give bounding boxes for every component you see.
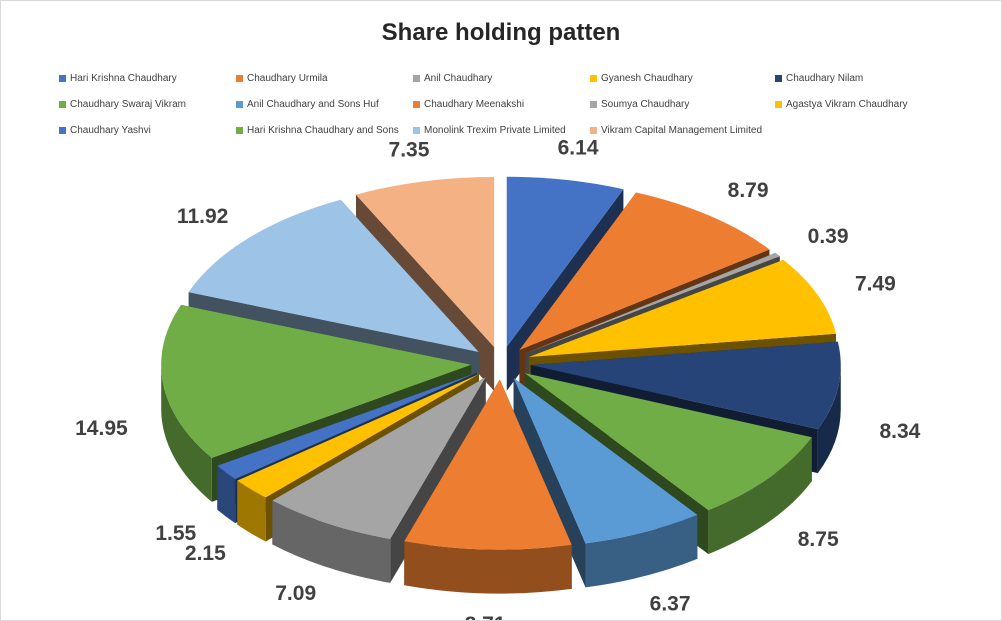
legend-item: Anil Chaudhary and Sons Huf [236, 99, 379, 110]
legend-label: Monolink Trexim Private Limited [424, 125, 566, 136]
slice-side [404, 541, 572, 594]
data-label: 6.14 [558, 137, 599, 160]
data-label: 8.75 [798, 528, 839, 551]
slice-top [530, 341, 841, 430]
data-label: 0.39 [808, 225, 849, 248]
data-label: 7.09 [275, 582, 316, 605]
legend-swatch [59, 101, 66, 108]
slice-top [513, 377, 698, 544]
legend-label: Hari Krishna Chaudhary [70, 73, 177, 84]
legend-label: Anil Chaudhary and Sons Huf [247, 99, 379, 110]
legend-item: Hari Krishna Chaudhary and Sons [236, 125, 399, 136]
slice-side [217, 465, 236, 524]
slice-side [237, 480, 266, 542]
slice-side [585, 514, 698, 588]
slice-top [237, 374, 479, 498]
slice-top [355, 176, 495, 347]
slice-top [519, 192, 770, 350]
legend-swatch [590, 75, 597, 82]
legend-item: Monolink Trexim Private Limited [413, 125, 566, 136]
legend-label: Hari Krishna Chaudhary and Sons [247, 125, 399, 136]
legend-item: Chaudhary Yashvi [59, 125, 151, 136]
data-label: 8.71 [465, 613, 506, 620]
data-label: 8.79 [728, 179, 769, 202]
legend-swatch [236, 101, 243, 108]
legend-swatch [775, 75, 782, 82]
legend-label: Agastya Vikram Chaudhary [786, 99, 908, 110]
data-label: 7.35 [389, 138, 430, 161]
legend-swatch [590, 127, 597, 134]
slice-top [404, 379, 572, 550]
slice-top [528, 259, 837, 357]
data-labels: 6.14 8.79 0.39 7.49 8.34 8.75 6.37 8.71 7.09 2.15… [75, 137, 921, 620]
chart-title: Share holding patten [381, 19, 621, 46]
slice-wall [513, 377, 586, 588]
data-label: 8.34 [879, 420, 920, 443]
slice-top [506, 176, 624, 347]
legend-label: Chaudhary Yashvi [70, 125, 151, 136]
slice-side [161, 364, 212, 502]
data-label: 7.49 [855, 273, 896, 296]
legend-swatch [59, 75, 66, 82]
legend-swatch [413, 101, 420, 108]
slice-side [708, 437, 812, 555]
legend-swatch [413, 75, 420, 82]
slice-side [272, 500, 391, 583]
data-label: 11.92 [177, 205, 228, 228]
slice-side [817, 365, 841, 474]
slice-top [161, 304, 472, 458]
data-label: 6.37 [650, 593, 691, 616]
legend-label: Vikram Capital Management Limited [601, 125, 763, 136]
legend-swatch [236, 75, 243, 82]
legend-swatch [413, 127, 420, 134]
slice-top [217, 372, 477, 480]
slice-top [188, 199, 479, 352]
legend-label: Soumya Chaudhary [601, 99, 690, 110]
legend-item: Vikram Capital Management Limited [590, 125, 762, 136]
legend-item: Chaudhary Swaraj Vikram [59, 99, 186, 110]
legend-swatch [775, 101, 782, 108]
legend-item: Chaudhary Meenakshi [413, 99, 524, 110]
legend-label: Chaudhary Meenakshi [424, 99, 525, 110]
pie-tops [161, 176, 841, 550]
data-label: 14.95 [75, 417, 128, 440]
legend-swatch [59, 127, 66, 134]
data-label: 1.55 [155, 522, 196, 545]
legend-label: Anil Chaudhary [424, 73, 493, 84]
data-label: 2.15 [185, 542, 226, 565]
legend-label: Chaudhary Nilam [786, 73, 864, 84]
legend-item: Anil Chaudhary [413, 73, 492, 84]
legend-label: Gyanesh Chaudhary [601, 73, 693, 84]
legend-item: Chaudhary Urmila [236, 73, 328, 84]
legend-item: Gyanesh Chaudhary [590, 73, 693, 84]
legend-label: Chaudhary Urmila [247, 73, 328, 84]
legend-item: Hari Krishna Chaudhary [59, 73, 177, 84]
slice-top [272, 377, 486, 539]
legend-item: Soumya Chaudhary [590, 99, 689, 110]
legend-item: Chaudhary Nilam [775, 73, 863, 84]
legend-item: Agastya Vikram Chaudhary [775, 99, 908, 110]
legend-label: Chaudhary Swaraj Vikram [70, 99, 186, 110]
legend-swatch [236, 127, 243, 134]
legend-swatch [590, 101, 597, 108]
slice-top [524, 373, 812, 511]
slice-top [525, 252, 780, 354]
